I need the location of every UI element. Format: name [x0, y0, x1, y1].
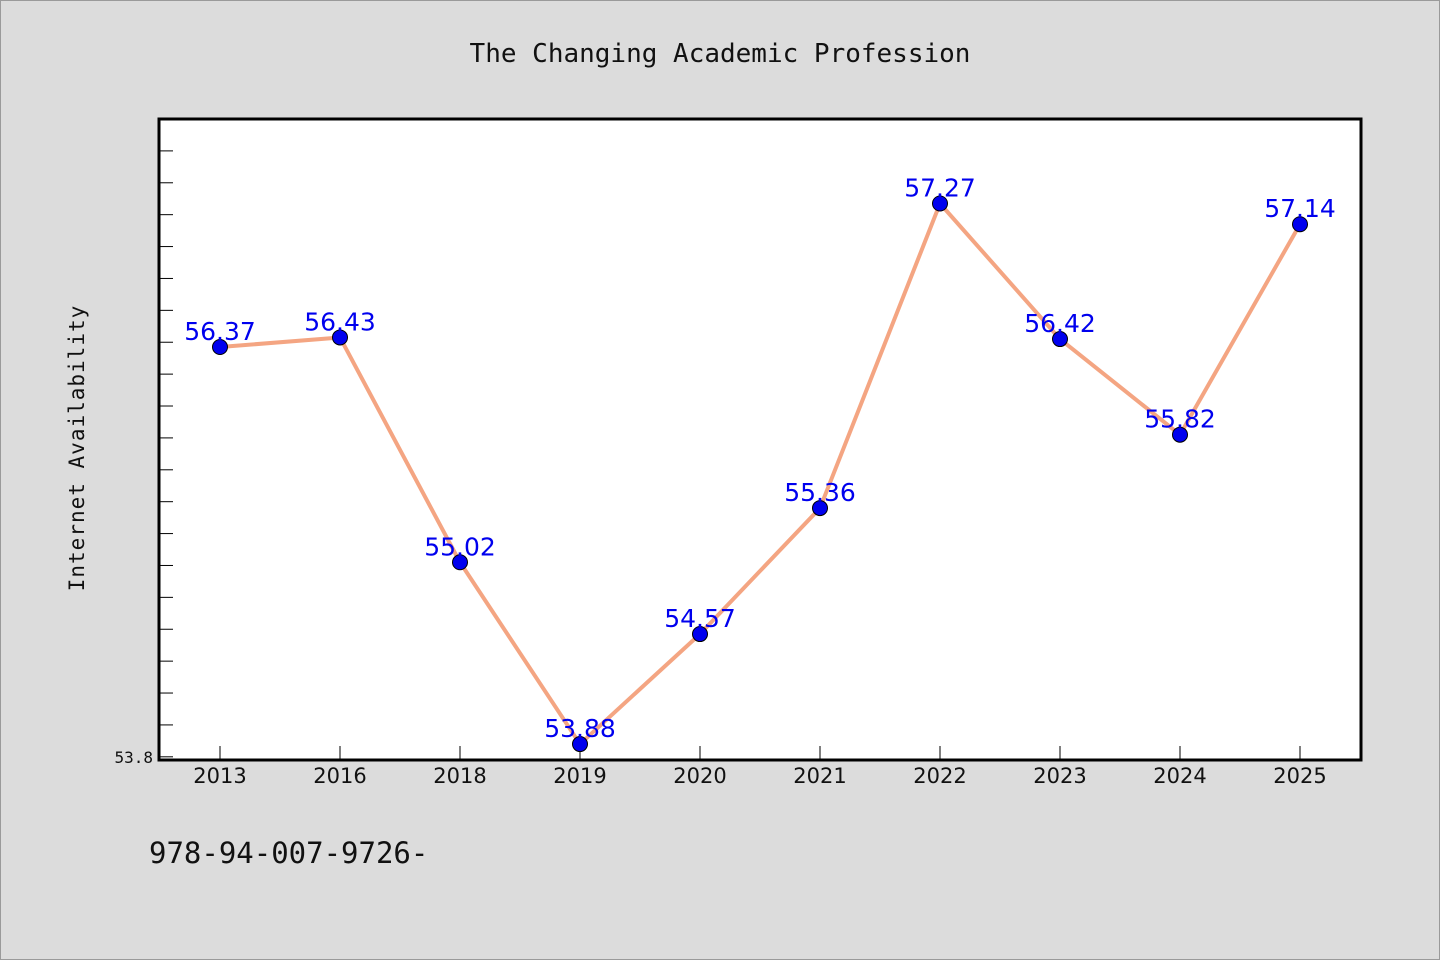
y-axis-ticks: [159, 150, 173, 758]
y-tick-label: 53.8: [114, 748, 153, 767]
x-axis-tick-labels: 2013 2016 2018 2019 2020 2021 2022 2023 2024 2025: [193, 764, 1326, 788]
y-axis-tick-labels: 53.8: [114, 748, 153, 767]
series-line: [219, 201, 1302, 747]
plot-area: [157, 117, 1363, 762]
data-label: 53.88: [544, 714, 616, 743]
data-point: [1172, 426, 1188, 443]
data-point: [1052, 331, 1068, 348]
data-point: [572, 736, 588, 753]
data-point: [932, 195, 948, 212]
data-label: 55.82: [1144, 405, 1216, 434]
x-tick-label: 2024: [1153, 764, 1206, 788]
data-point: [452, 554, 468, 571]
x-tick-label: 2023: [1033, 764, 1086, 788]
data-point: [332, 329, 348, 346]
data-label: 56.37: [184, 317, 256, 346]
data-point: [812, 500, 828, 517]
x-tick-label: 2019: [553, 764, 606, 788]
data-label: 55.02: [424, 532, 496, 561]
x-tick-label: 2021: [793, 764, 846, 788]
series-line-group: [219, 201, 1302, 747]
footnote-text: 978-94-007-9726-: [149, 836, 428, 870]
y-axis-label: Internet Availability: [65, 305, 89, 592]
data-label: 54.57: [664, 604, 736, 633]
chart-title: The Changing Academic Profession: [470, 39, 971, 69]
data-point: [692, 626, 708, 643]
data-point: [212, 339, 228, 356]
data-label: 55.36: [784, 478, 856, 507]
data-labels: 56.37 56.43 55.02 53.88 54.57 55.36 57.27 56.42…: [184, 174, 1336, 744]
x-tick-label: 2018: [433, 764, 486, 788]
x-tick-label: 2016: [313, 764, 366, 788]
x-tick-label: 2025: [1273, 764, 1326, 788]
x-tick-label: 2020: [673, 764, 726, 788]
data-markers: [212, 195, 1308, 753]
data-point: [1292, 216, 1308, 233]
data-label: 57.27: [904, 174, 976, 203]
data-label: 57.14: [1264, 194, 1336, 223]
x-tick-label: 2022: [913, 764, 966, 788]
x-tick-label: 2013: [193, 764, 246, 788]
data-label: 56.43: [304, 307, 376, 336]
data-label: 56.42: [1024, 309, 1096, 338]
